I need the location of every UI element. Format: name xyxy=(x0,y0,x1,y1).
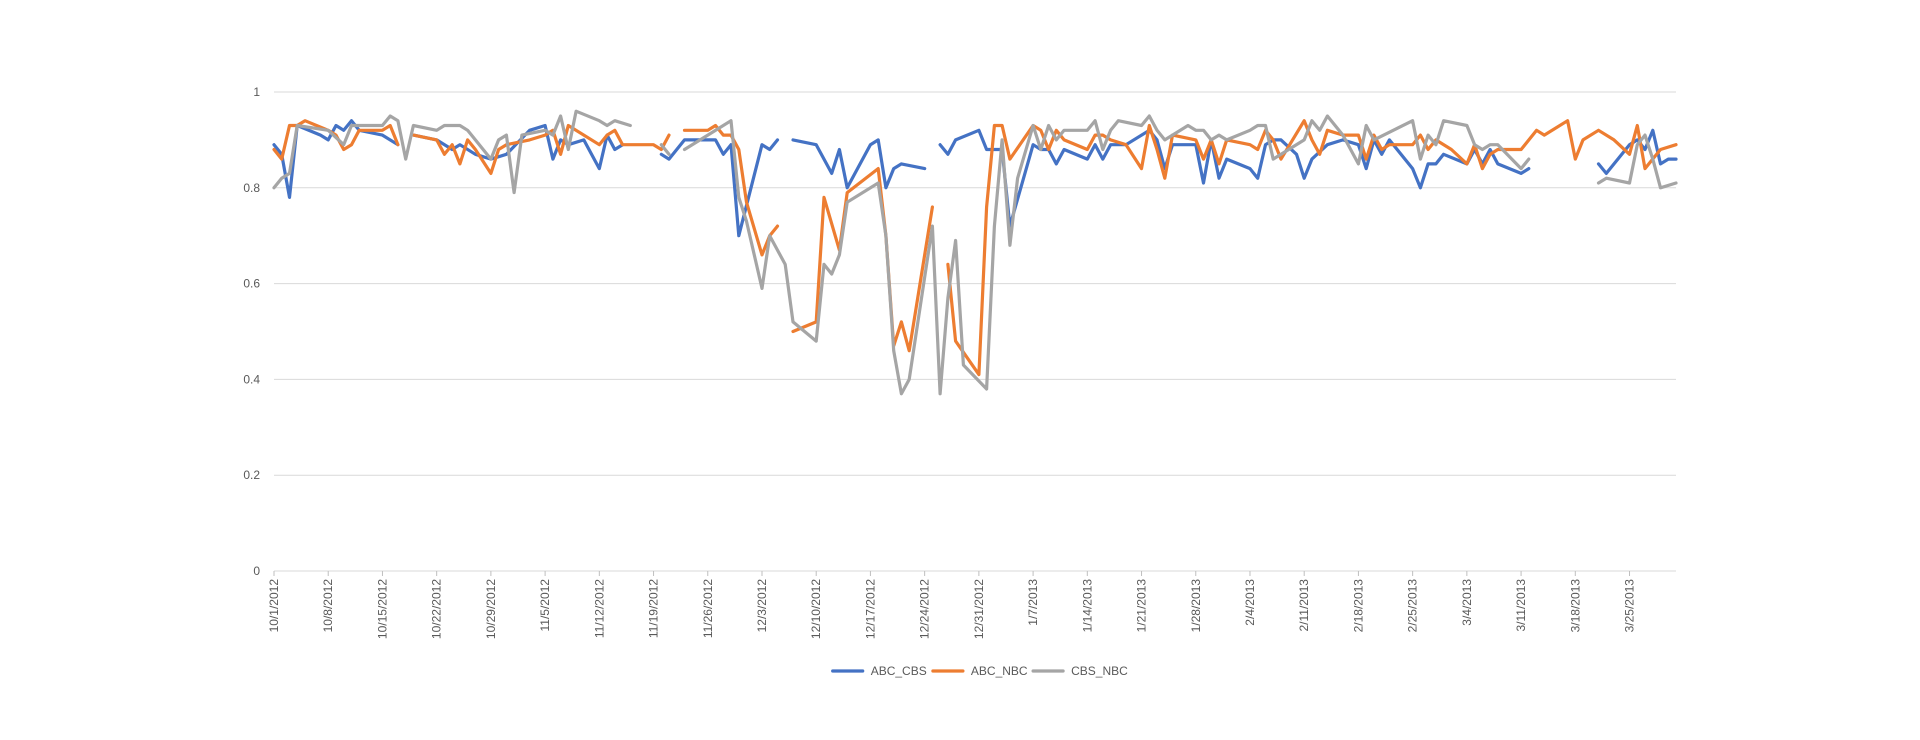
y-tick-label: 0 xyxy=(253,564,260,578)
x-tick-label: 3/4/2013 xyxy=(1460,579,1474,626)
series-line-segment xyxy=(938,128,1531,228)
x-tick-label: 11/19/2012 xyxy=(647,579,661,638)
x-tick-label: 2/4/2013 xyxy=(1243,579,1257,626)
legend-label: ABC_CBS xyxy=(871,664,927,678)
x-tick-label: 10/15/2012 xyxy=(375,579,389,639)
series-line-segment xyxy=(1596,133,1678,190)
y-tick-label: 0.8 xyxy=(243,181,260,195)
x-tick-label: 11/12/2012 xyxy=(592,579,606,638)
legend: ABC_CBS ABC_NBC CBS_NBC xyxy=(831,664,1128,678)
series-line-segment xyxy=(659,138,780,238)
series-line-segment xyxy=(272,109,632,195)
series-line-segment xyxy=(272,119,400,161)
legend-label: CBS_NBC xyxy=(1071,664,1128,678)
x-tick-label: 3/18/2013 xyxy=(1568,579,1582,633)
x-tick-label: 10/29/2012 xyxy=(484,579,498,639)
series-lines xyxy=(272,109,1678,396)
legend-item-cbs-nbc: CBS_NBC xyxy=(1031,664,1128,678)
x-axis-ticks: 10/1/2012 10/8/2012 10/15/2012 10/22/2012 10… xyxy=(267,571,1637,639)
x-tick-label: 1/21/2013 xyxy=(1135,579,1149,633)
y-axis-ticks: 0 0.2 0.4 0.6 0.8 1 xyxy=(243,85,260,578)
y-tick-label: 0.4 xyxy=(243,372,260,386)
legend-item-abc-nbc: ABC_NBC xyxy=(931,664,1028,678)
series-line-segment xyxy=(682,114,1531,396)
x-tick-label: 12/24/2012 xyxy=(918,579,932,639)
x-tick-label: 1/7/2013 xyxy=(1026,579,1040,626)
x-tick-label: 10/22/2012 xyxy=(430,579,444,639)
series-line-segment xyxy=(659,143,671,156)
x-tick-label: 2/11/2013 xyxy=(1297,579,1311,632)
x-tick-label: 1/28/2013 xyxy=(1189,579,1203,633)
x-tick-label: 1/14/2013 xyxy=(1080,579,1094,633)
legend-label: ABC_NBC xyxy=(971,664,1028,678)
series-line-segment xyxy=(682,123,780,257)
series-line-segment xyxy=(411,123,671,175)
gridlines xyxy=(274,91,1676,572)
legend-item-abc-cbs: ABC_CBS xyxy=(831,664,927,678)
x-tick-label: 12/3/2012 xyxy=(755,579,769,633)
x-tick-label: 11/5/2012 xyxy=(538,579,552,632)
x-tick-label: 12/17/2012 xyxy=(863,579,877,639)
series-line-segment xyxy=(791,167,934,353)
x-tick-label: 2/18/2013 xyxy=(1351,579,1365,633)
y-tick-label: 1 xyxy=(253,85,260,99)
x-tick-label: 3/11/2013 xyxy=(1514,579,1528,632)
x-tick-label: 10/8/2012 xyxy=(321,579,335,633)
x-tick-label: 2/25/2013 xyxy=(1406,579,1420,633)
x-tick-label: 11/26/2012 xyxy=(701,579,715,638)
series-cbs-nbc xyxy=(272,109,1678,396)
x-tick-label: 3/25/2013 xyxy=(1623,579,1637,633)
y-tick-label: 0.6 xyxy=(243,277,260,291)
series-line-segment xyxy=(791,138,927,190)
series-abc-nbc xyxy=(272,119,1678,377)
series-line-segment xyxy=(946,119,1678,377)
x-tick-label: 12/31/2012 xyxy=(972,579,986,639)
x-tick-label: 10/1/2012 xyxy=(267,579,281,633)
y-tick-label: 0.2 xyxy=(243,468,260,482)
x-tick-label: 12/10/2012 xyxy=(809,579,823,639)
series-line-segment xyxy=(411,123,625,171)
